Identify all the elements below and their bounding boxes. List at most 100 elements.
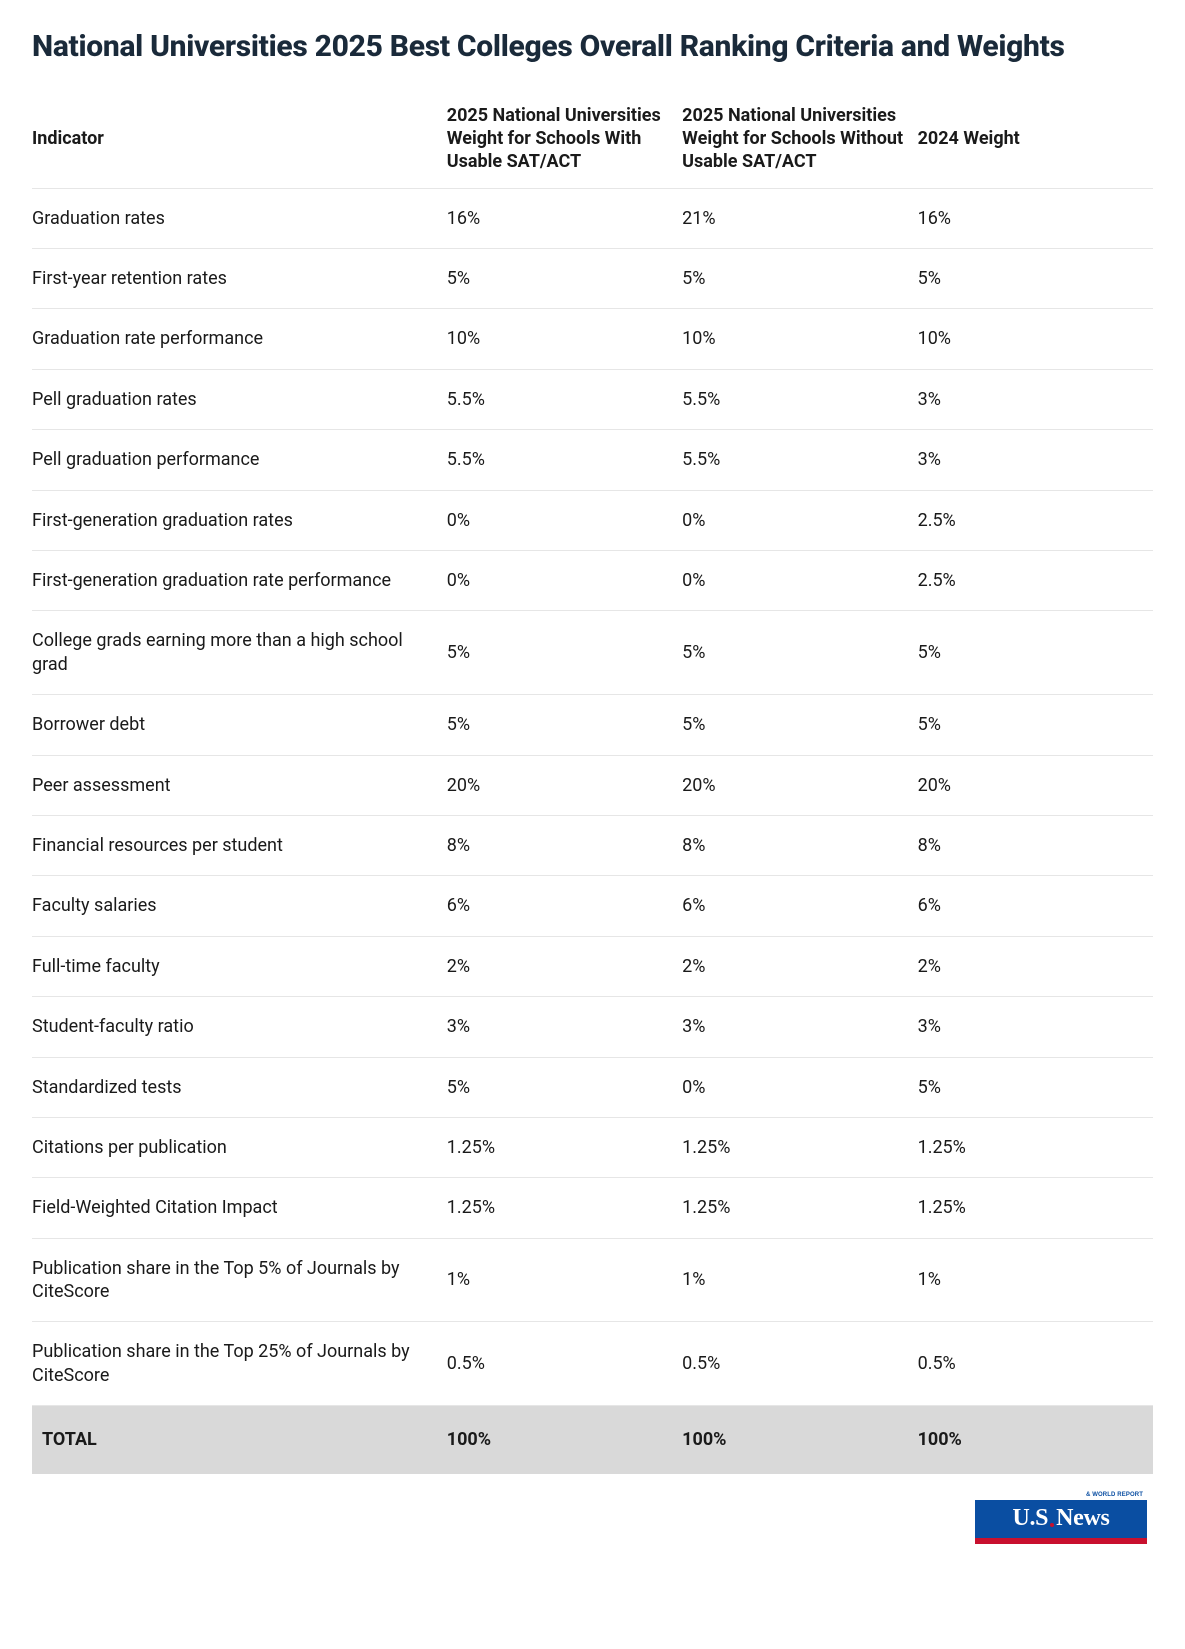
logo-tagline: & WORLD REPORT: [1086, 1492, 1143, 1498]
cell-indicator: Publication share in the Top 25% of Jour…: [32, 1322, 447, 1406]
logo-container: & WORLD REPORT U.SNews: [32, 1492, 1153, 1544]
cell-indicator: Student-faculty ratio: [32, 997, 447, 1057]
cell-2025-without: 0%: [682, 490, 917, 550]
cell-2025-with: 5%: [447, 249, 682, 309]
logo-text: U.SNews: [975, 1500, 1147, 1538]
table-row: Student-faculty ratio3%3%3%: [32, 997, 1153, 1057]
table-row: First-generation graduation rate perform…: [32, 551, 1153, 611]
cell-2025-with: 20%: [447, 755, 682, 815]
table-row: First-year retention rates5%5%5%: [32, 249, 1153, 309]
cell-2025-without: 1.25%: [682, 1178, 917, 1238]
cell-indicator: College grads earning more than a high s…: [32, 611, 447, 695]
cell-indicator: Faculty salaries: [32, 876, 447, 936]
cell-2024: 1%: [918, 1238, 1153, 1322]
cell-indicator: First-generation graduation rates: [32, 490, 447, 550]
cell-2024: 5%: [918, 1057, 1153, 1117]
cell-2024: 2.5%: [918, 551, 1153, 611]
col-2025-without-sat: 2025 National Universities Weight for Sc…: [682, 90, 917, 189]
cell-2025-without: 5%: [682, 611, 917, 695]
cell-2025-with: 10%: [447, 309, 682, 369]
table-header-row: Indicator 2025 National Universities Wei…: [32, 90, 1153, 189]
logo-redline: [975, 1538, 1147, 1544]
cell-indicator: Full-time faculty: [32, 936, 447, 996]
cell-2025-with: 3%: [447, 997, 682, 1057]
cell-2025-without: 0%: [682, 1057, 917, 1117]
cell-2024: 0.5%: [918, 1322, 1153, 1406]
cell-2025-without: 20%: [682, 755, 917, 815]
table-row: College grads earning more than a high s…: [32, 611, 1153, 695]
cell-2025-with: 0.5%: [447, 1322, 682, 1406]
cell-indicator: Pell graduation rates: [32, 369, 447, 429]
cell-2024: 8%: [918, 815, 1153, 875]
cell-2024: 2.5%: [918, 490, 1153, 550]
cell-indicator: Publication share in the Top 5% of Journ…: [32, 1238, 447, 1322]
col-indicator: Indicator: [32, 90, 447, 189]
table-row: Financial resources per student8%8%8%: [32, 815, 1153, 875]
cell-2025-with: 0%: [447, 490, 682, 550]
cell-indicator: Financial resources per student: [32, 815, 447, 875]
cell-2024: 3%: [918, 430, 1153, 490]
cell-2024: 5%: [918, 611, 1153, 695]
cell-2025-without: 2%: [682, 936, 917, 996]
table-row: Standardized tests5%0%5%: [32, 1057, 1153, 1117]
page-title: National Universities 2025 Best Colleges…: [32, 28, 1153, 66]
cell-2025-with: 1.25%: [447, 1117, 682, 1177]
table-row: Citations per publication1.25%1.25%1.25%: [32, 1117, 1153, 1177]
cell-2025-without: 21%: [682, 188, 917, 248]
cell-2024: 1.25%: [918, 1117, 1153, 1177]
cell-2025-without: 5.5%: [682, 369, 917, 429]
table-row: Field-Weighted Citation Impact1.25%1.25%…: [32, 1178, 1153, 1238]
table-row: Full-time faculty2%2%2%: [32, 936, 1153, 996]
cell-2025-with: 1%: [447, 1238, 682, 1322]
cell-2025-without: 1%: [682, 1238, 917, 1322]
cell-2025-without: 1.25%: [682, 1117, 917, 1177]
col-2024: 2024 Weight: [918, 90, 1153, 189]
cell-2024: 3%: [918, 997, 1153, 1057]
cell-2025-without: 5%: [682, 249, 917, 309]
cell-2025-without: 6%: [682, 876, 917, 936]
cell-2025-without: 5.5%: [682, 430, 917, 490]
cell-2024: 1.25%: [918, 1178, 1153, 1238]
cell-total-2025-with: 100%: [447, 1406, 682, 1474]
table-row: Faculty salaries6%6%6%: [32, 876, 1153, 936]
ranking-weights-table: Indicator 2025 National Universities Wei…: [32, 90, 1153, 1474]
cell-indicator: Peer assessment: [32, 755, 447, 815]
cell-2025-with: 5.5%: [447, 369, 682, 429]
cell-indicator: Graduation rates: [32, 188, 447, 248]
cell-2024: 5%: [918, 249, 1153, 309]
cell-2025-without: 10%: [682, 309, 917, 369]
cell-2024: 3%: [918, 369, 1153, 429]
cell-indicator: Graduation rate performance: [32, 309, 447, 369]
table-row: Graduation rate performance10%10%10%: [32, 309, 1153, 369]
table-row: Graduation rates16%21%16%: [32, 188, 1153, 248]
cell-2025-with: 8%: [447, 815, 682, 875]
col-2025-with-sat: 2025 National Universities Weight for Sc…: [447, 90, 682, 189]
cell-2025-without: 0.5%: [682, 1322, 917, 1406]
cell-2024: 5%: [918, 695, 1153, 755]
cell-indicator: Standardized tests: [32, 1057, 447, 1117]
cell-2025-with: 1.25%: [447, 1178, 682, 1238]
cell-indicator: Borrower debt: [32, 695, 447, 755]
cell-2025-without: 5%: [682, 695, 917, 755]
cell-2025-with: 16%: [447, 188, 682, 248]
cell-indicator: Field-Weighted Citation Impact: [32, 1178, 447, 1238]
cell-2024: 16%: [918, 188, 1153, 248]
cell-2025-with: 5%: [447, 695, 682, 755]
cell-2024: 6%: [918, 876, 1153, 936]
cell-2024: 10%: [918, 309, 1153, 369]
table-row: Pell graduation performance5.5%5.5%3%: [32, 430, 1153, 490]
cell-2025-without: 8%: [682, 815, 917, 875]
cell-indicator: Pell graduation performance: [32, 430, 447, 490]
cell-2025-with: 5%: [447, 611, 682, 695]
table-row: Publication share in the Top 25% of Jour…: [32, 1322, 1153, 1406]
cell-2025-with: 6%: [447, 876, 682, 936]
cell-2025-with: 2%: [447, 936, 682, 996]
cell-2024: 2%: [918, 936, 1153, 996]
cell-2025-without: 3%: [682, 997, 917, 1057]
table-row: Peer assessment20%20%20%: [32, 755, 1153, 815]
cell-total-label: TOTAL: [32, 1406, 447, 1474]
cell-2024: 20%: [918, 755, 1153, 815]
table-row: Pell graduation rates5.5%5.5%3%: [32, 369, 1153, 429]
cell-total-2024: 100%: [918, 1406, 1153, 1474]
cell-2025-with: 5%: [447, 1057, 682, 1117]
